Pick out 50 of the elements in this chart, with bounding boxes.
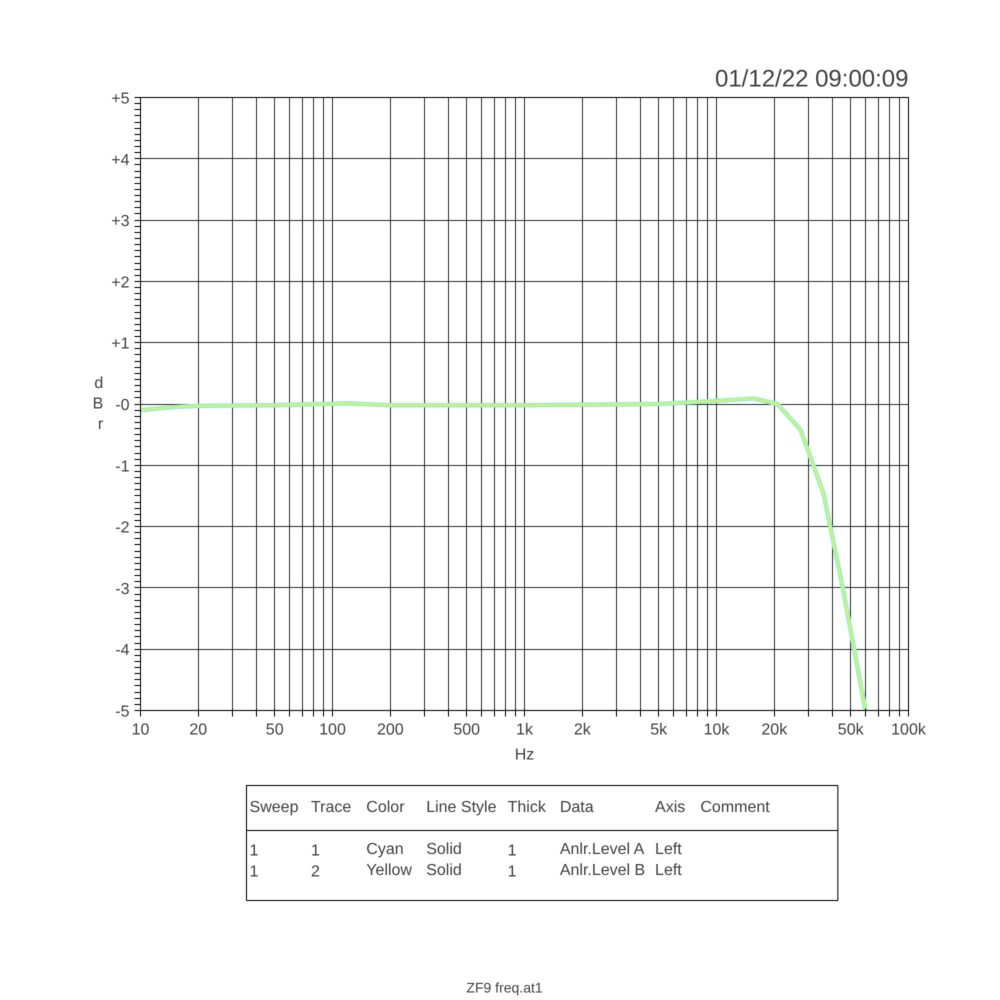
y-tick-label: +4 [111, 152, 130, 169]
text: Left [655, 862, 682, 879]
x-tick-label: 50 [266, 722, 284, 738]
text: Anlr.Level A [560, 841, 645, 858]
text: 01/12/22 09:00:09 [714, 66, 909, 92]
text: Solid [426, 862, 462, 879]
text: Thick [508, 799, 547, 816]
text: Comment [700, 799, 770, 816]
y-tick-label: -5 [115, 704, 130, 720]
x-tick-label: 100k [891, 722, 927, 738]
text: 1 [508, 864, 517, 880]
x-tick-label: 200 [376, 722, 404, 738]
text: Color [366, 799, 406, 816]
x-tick-label: 50k [838, 722, 865, 738]
x-tick-label: 5k [650, 722, 668, 738]
x-tick-label: 10k [704, 722, 730, 738]
text: Cyan [366, 841, 404, 858]
text: Left [655, 841, 682, 858]
text: Axis [655, 799, 686, 816]
text: Solid [426, 841, 462, 858]
x-tick-label: 20k [761, 722, 788, 738]
x-tick-label: 2k [574, 722, 592, 738]
text: ZF9 freq.at1 [466, 980, 543, 996]
x-tick-label: 1k [516, 722, 534, 738]
text: Sweep [250, 799, 299, 816]
x-axis-title: Hz [514, 746, 534, 764]
y-tick-label: -2 [115, 520, 130, 537]
y-tick-label: -1 [115, 458, 130, 476]
x-tick-label: 100 [319, 722, 346, 738]
text: Data [560, 799, 594, 816]
text: Line Style [426, 799, 497, 816]
text: 1 [310, 842, 320, 860]
y-tick-label: +2 [111, 274, 130, 292]
text: 1 [250, 842, 259, 860]
text: Yellow [366, 862, 412, 879]
y-tick-label: +5 [111, 90, 130, 108]
text: 1 [508, 842, 517, 860]
text: 1 [250, 864, 259, 880]
x-tick-label: 20 [189, 722, 208, 738]
y-tick-label: -0 [115, 397, 130, 414]
y-tick-label: +3 [111, 213, 130, 230]
x-tick-label: 500 [453, 722, 480, 738]
text: Anlr.Level B [560, 862, 646, 879]
x-tick-label: 10 [132, 722, 150, 738]
y-axis-title: dBr [92, 375, 104, 433]
y-tick-label: -3 [115, 580, 130, 598]
text: 2 [310, 864, 320, 880]
y-tick-label: -4 [115, 642, 130, 660]
text: Trace [310, 799, 352, 816]
y-tick-label: +1 [111, 336, 130, 353]
